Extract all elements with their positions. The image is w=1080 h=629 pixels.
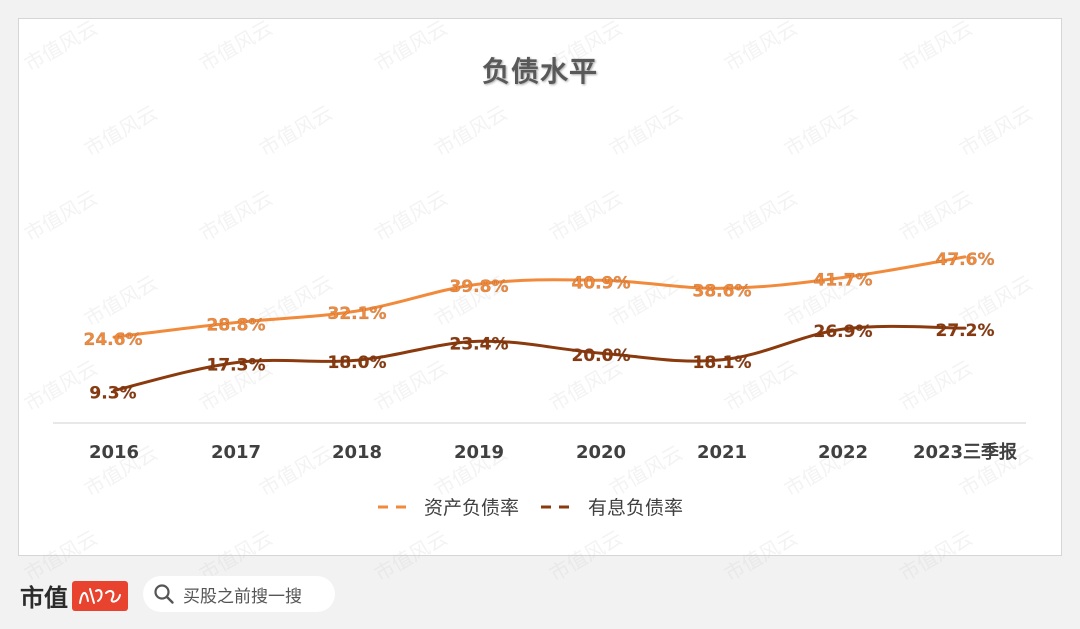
- x-tick-label: 2019: [454, 442, 504, 463]
- x-tick-label: 2018: [332, 442, 382, 463]
- x-tick-label: 2016: [89, 442, 139, 463]
- x-tick-label: 2022: [818, 442, 868, 463]
- chart-card: [18, 18, 1062, 556]
- data-label: 27.2%: [936, 321, 995, 341]
- data-label: 18.0%: [328, 353, 387, 373]
- data-label: 26.9%: [814, 322, 873, 342]
- brand-logo[interactable]: 市值: [20, 578, 128, 613]
- x-tick-label: 2023三季报: [913, 441, 1017, 463]
- data-label: 24.6%: [84, 330, 143, 350]
- data-label: 18.1%: [693, 353, 752, 373]
- x-tick-label: 2020: [576, 442, 626, 463]
- search-icon: [154, 584, 174, 604]
- chart-title: 负债水平: [481, 55, 598, 88]
- data-label: 39.8%: [450, 277, 509, 297]
- data-label: 28.8%: [207, 315, 266, 335]
- line-chart: 2016 2017 2018 2019 2020 2021 2022 2023三季报 24.6%…: [53, 250, 1026, 519]
- series-line-2: [112, 324, 967, 393]
- legend-label: 资产负债率: [424, 497, 519, 519]
- data-label: 9.3%: [89, 384, 136, 404]
- data-label: 23.4%: [450, 334, 509, 354]
- brand-stamp-logo: [72, 580, 128, 611]
- brand-text: 市值: [20, 584, 68, 612]
- x-tick-label: 2017: [211, 442, 261, 463]
- series-line-1: [112, 255, 967, 339]
- search-box[interactable]: 买股之前搜一搜: [143, 576, 335, 612]
- data-label: 41.7%: [814, 270, 873, 290]
- data-label: 47.6%: [936, 250, 995, 270]
- legend-label: 有息负债率: [588, 497, 683, 519]
- data-label: 38.6%: [693, 281, 752, 301]
- data-label: 40.9%: [572, 273, 631, 293]
- data-label: 20.0%: [572, 346, 631, 366]
- search-placeholder: 买股之前搜一搜: [183, 586, 302, 607]
- data-label: 32.1%: [328, 304, 387, 324]
- data-label: 17.3%: [207, 356, 266, 376]
- footer: 市值 买股之前搜一搜: [0, 570, 1080, 620]
- x-tick-label: 2021: [697, 442, 747, 463]
